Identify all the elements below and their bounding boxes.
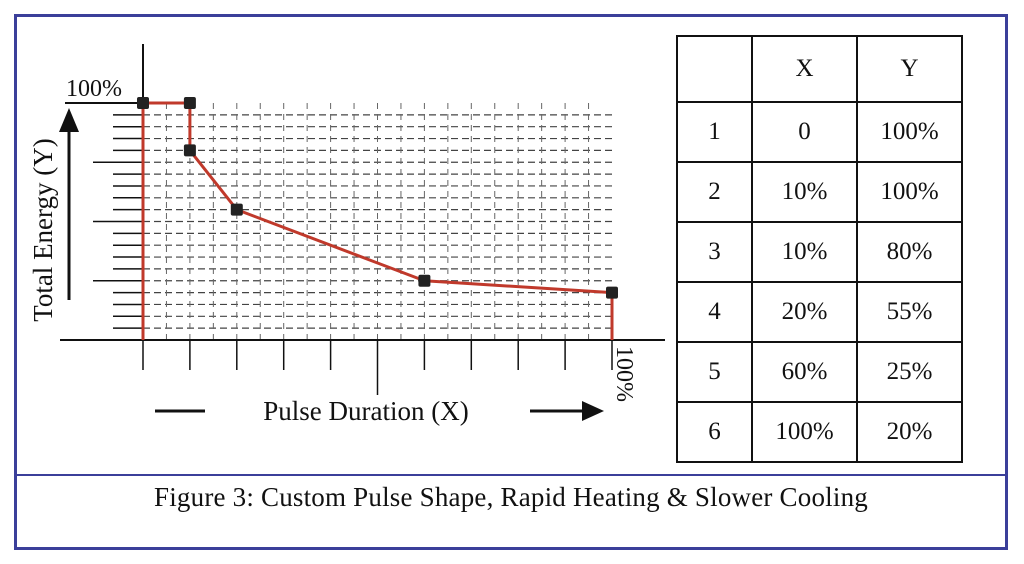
data-point xyxy=(137,97,149,109)
table-cell: 80% xyxy=(856,221,963,283)
table-row: 2 10% 100% xyxy=(676,161,963,223)
table-cell xyxy=(676,35,753,103)
table-cell: 100% xyxy=(751,401,858,463)
table-cell: 0 xyxy=(751,101,858,163)
table-row: 4 20% 55% xyxy=(676,281,963,343)
table-cell: 6 xyxy=(676,401,753,463)
chart-labels: 100% Total Energy (Y) Pulse Duration (X) 10… xyxy=(28,76,637,426)
table-cell: 100% xyxy=(856,161,963,223)
chart-series xyxy=(137,97,618,340)
y-max-label: 100% xyxy=(66,76,122,102)
caption-divider xyxy=(17,474,1005,476)
table-cell: 55% xyxy=(856,281,963,343)
figure-frame xyxy=(14,14,1008,550)
x-arrow-head xyxy=(582,401,604,421)
data-point xyxy=(183,97,196,109)
table-cell: 10% xyxy=(751,221,858,283)
table-cell: 2 xyxy=(676,161,753,223)
table-cell: 60% xyxy=(751,341,858,403)
data-point xyxy=(183,144,196,157)
table-cell: 25% xyxy=(856,341,963,403)
y-axis-label: Total Energy (Y) xyxy=(28,138,58,322)
table-cell: 20% xyxy=(856,401,963,463)
table-row: 5 60% 25% xyxy=(676,341,963,403)
table-row: 3 10% 80% xyxy=(676,221,963,283)
data-table: X Y 1 0 100% 2 10% 100% 3 10% 80% 4 20% 55% 5 60% 25% 6 10… xyxy=(676,35,963,463)
x-max-label: 100% xyxy=(611,346,637,402)
table-row: 6 100% 20% xyxy=(676,401,963,463)
table-cell: 5 xyxy=(676,341,753,403)
y-arrow-head xyxy=(59,108,79,132)
table-cell: X xyxy=(751,35,858,103)
chart-axes xyxy=(59,44,665,421)
chart-grid xyxy=(143,103,612,340)
series-line xyxy=(141,101,614,340)
data-point xyxy=(606,286,618,299)
table-cell: 20% xyxy=(751,281,858,343)
data-point xyxy=(230,203,243,216)
figure-caption: Figure 3: Custom Pulse Shape, Rapid Heat… xyxy=(154,482,868,512)
table-cell: 3 xyxy=(676,221,753,283)
table-cell: 4 xyxy=(676,281,753,343)
pulse-chart: 100% Total Energy (Y) Pulse Duration (X) 10… xyxy=(28,44,665,426)
table-cell: 10% xyxy=(751,161,858,223)
table-row: 1 0 100% xyxy=(676,101,963,163)
table-cell: Y xyxy=(856,35,963,103)
table-cell: 1 xyxy=(676,101,753,163)
data-point xyxy=(418,274,431,287)
table-cell: 100% xyxy=(856,101,963,163)
x-axis-label: Pulse Duration (X) xyxy=(263,396,468,426)
